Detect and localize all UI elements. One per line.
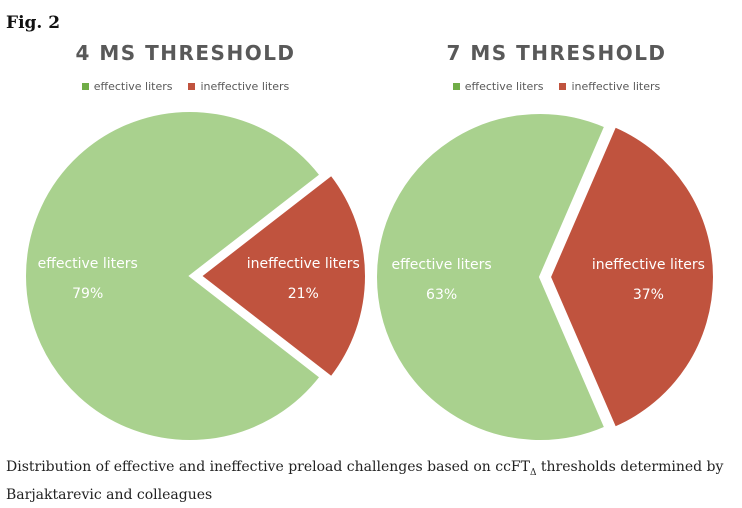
pie-chart-4ms-svg: effective liters 79% ineffective liters 21% xyxy=(24,110,367,442)
slice-percent-label: 63% xyxy=(426,287,457,303)
legend-label: ineffective liters xyxy=(571,80,661,93)
slice-percent-label: 37% xyxy=(633,287,664,303)
legend-label: ineffective liters xyxy=(200,80,290,93)
caption-text: Distribution of effective and ineffectiv… xyxy=(6,459,530,475)
legend-swatch-effective xyxy=(81,83,89,90)
legend-swatch-ineffective xyxy=(559,83,567,90)
slice-percent-label: 21% xyxy=(288,286,319,302)
pie-slice-effective xyxy=(375,112,607,442)
chart-title: 4 MS THRESHOLD xyxy=(75,41,296,65)
slice-category-label: ineffective liters xyxy=(592,257,705,273)
chart-legend: effective liters ineffective liters xyxy=(371,80,742,93)
figure-caption: Distribution of effective and ineffectiv… xyxy=(6,456,734,506)
pie-chart-4ms: effective liters 79% ineffective liters 21%… xyxy=(0,36,371,446)
pie-slice-ineffective xyxy=(548,125,715,429)
slice-percent-label: 79% xyxy=(72,286,103,302)
chart-title: 7 MS THRESHOLD xyxy=(446,41,667,65)
slice-category-label: effective liters xyxy=(391,257,491,273)
chart-legend: effective liters ineffective liters xyxy=(0,80,371,93)
legend-item-effective: effective liters xyxy=(81,80,173,93)
figure-label: Fig. 2 xyxy=(6,13,61,33)
pie-chart-7ms-svg: effective liters 63% ineffective liters 37% xyxy=(375,112,715,442)
caption-subscript: Δ xyxy=(529,467,537,478)
pie-slice-ineffective xyxy=(199,173,367,379)
caption-text-end: thresholds determined by Barjaktarevic a… xyxy=(6,459,724,503)
pie-chart-7ms: effective liters 63% ineffective liters 37%… xyxy=(371,36,742,446)
legend-swatch-effective xyxy=(452,83,460,90)
slice-category-label: effective liters xyxy=(38,256,138,272)
pie-slice-effective xyxy=(24,110,322,442)
legend-item-ineffective: ineffective liters xyxy=(559,80,660,93)
legend-item-effective: effective liters xyxy=(452,80,544,93)
legend-label: effective liters xyxy=(93,80,173,93)
slice-category-label: ineffective liters xyxy=(247,256,360,272)
legend-label: effective liters xyxy=(464,80,544,93)
legend-item-ineffective: ineffective liters xyxy=(188,80,289,93)
legend-swatch-ineffective xyxy=(188,83,196,90)
